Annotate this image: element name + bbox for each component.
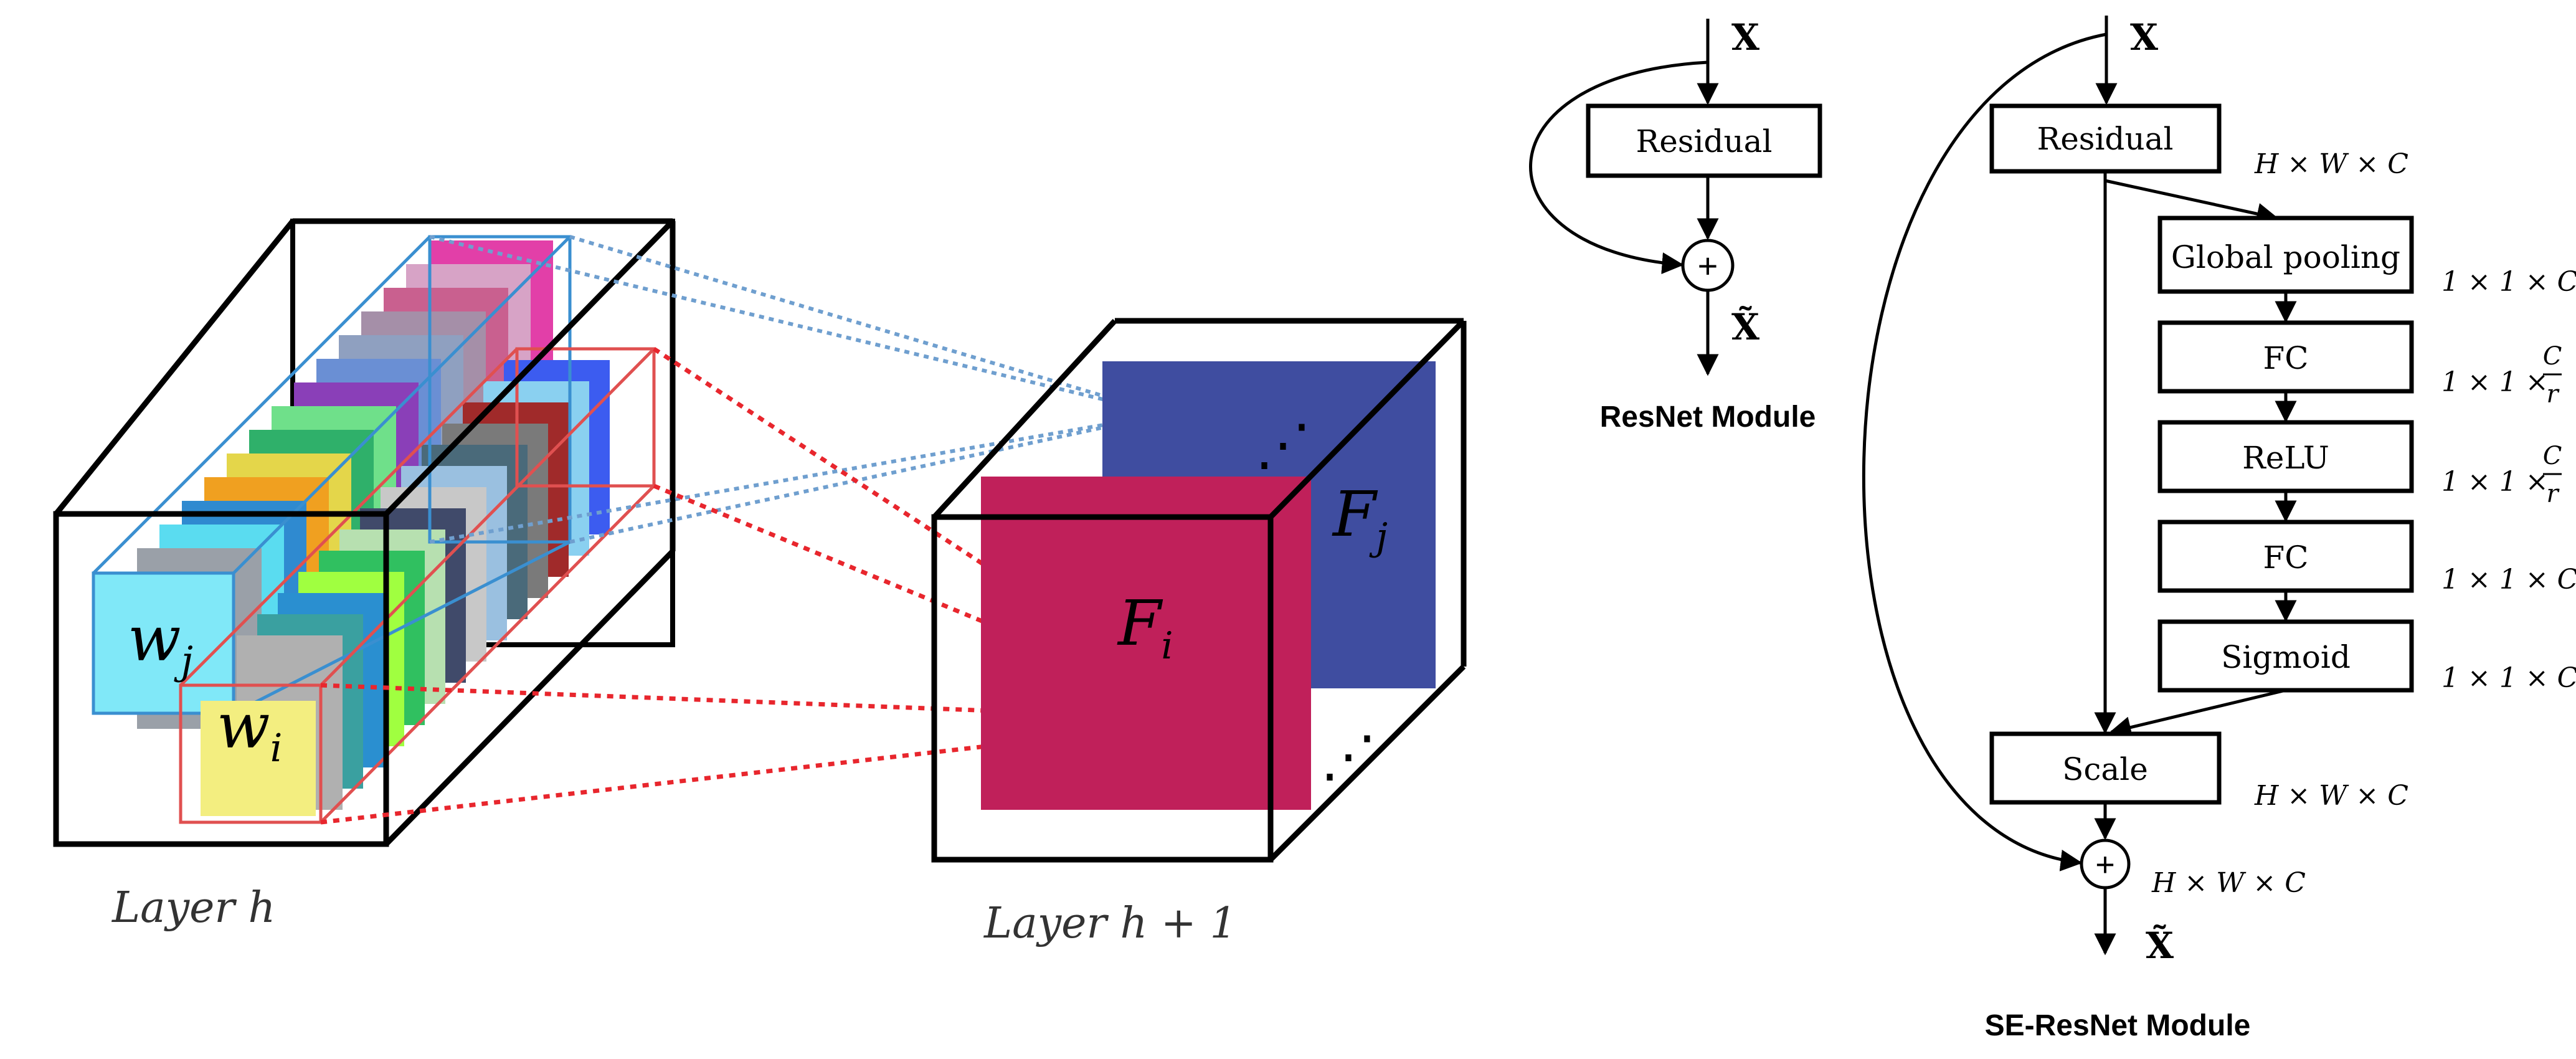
- layer-h-label: Layer h: [111, 883, 275, 933]
- filter-i-edge-1: [179, 348, 518, 686]
- resnet-residual-box: [1586, 103, 1822, 178]
- se-input-label: X: [2130, 16, 2158, 59]
- se-sigmoid-box: [2157, 619, 2414, 693]
- se-sigmoid-to-scale-arrow: [2109, 688, 2286, 738]
- feature-i-label: Fi: [1117, 587, 1173, 668]
- resnet-title: ResNet Module: [1600, 401, 1816, 434]
- layer-h1-edge-br: [1268, 664, 1466, 862]
- resnet-module: X Residual + X̃ ResNet Module: [1529, 16, 1822, 434]
- se-branch-arrow: [2105, 179, 2279, 225]
- resnet-input-label: X: [1731, 16, 1759, 59]
- resnet-sum-symbol: +: [1698, 246, 1718, 285]
- se-sum-dim: H × W × C: [2151, 867, 2306, 899]
- se-relu-dim: 1 × 1 ×: [2441, 466, 2549, 498]
- red-line-4: [320, 717, 1221, 825]
- se-fc1-box: [2157, 320, 2414, 394]
- resnet-output-label: X̃: [1731, 305, 1759, 348]
- se-residual-label: Residual: [2037, 121, 2174, 157]
- blue-line-4: [429, 235, 1165, 416]
- se-relu-dim-den: r: [2546, 480, 2560, 508]
- se-fc2-label: FC: [2263, 539, 2309, 576]
- se-relu-box: [2157, 420, 2414, 493]
- se-fc2-dim: 1 × 1 × C: [2441, 564, 2576, 596]
- layer-h1-label: Layer h + 1: [983, 899, 1237, 948]
- se-output-label: X̃: [2146, 924, 2174, 967]
- filter-j-edge-2: [232, 235, 571, 574]
- layer-h-edge-br: [384, 549, 675, 847]
- feature-i-map: [981, 477, 1311, 810]
- se-fc1-label: FC: [2263, 340, 2309, 376]
- se-relu-dim-num: C: [2543, 442, 2562, 470]
- resnet-residual-label: Residual: [1636, 123, 1773, 159]
- se-residual-dim: H × W × C: [2254, 148, 2408, 180]
- layer-h-edge-tl: [54, 219, 295, 516]
- se-global-pooling-box: [2157, 216, 2414, 294]
- se-skip-connection: [1862, 32, 2107, 871]
- layer-h1-cube: ⋰ ⋰ Fi Fj: [931, 318, 1467, 863]
- se-scale-dim: H × W × C: [2254, 780, 2408, 812]
- feature-j-label: Fj: [1332, 478, 1388, 559]
- filter-i-box: [179, 347, 656, 824]
- layer-h1-edge-tr: [1268, 318, 1466, 520]
- filter-i-label: wi: [217, 690, 282, 771]
- se-resnet-title: SE-ResNet Module: [1985, 1009, 2251, 1042]
- se-global-pooling-dim: 1 × 1 × C: [2441, 266, 2576, 298]
- ellipsis-j: ⋰: [1255, 412, 1311, 478]
- se-fc1-dim-num: C: [2543, 342, 2562, 371]
- se-relu-label: ReLU: [2242, 440, 2329, 476]
- blue-line-2: [569, 412, 1165, 544]
- se-sigmoid-label: Sigmoid: [2221, 639, 2351, 675]
- se-sum-symbol: +: [2095, 846, 2115, 883]
- se-fc1-dim-den: r: [2546, 380, 2560, 409]
- layer-h-cube: wj wi: [53, 218, 676, 847]
- se-resnet-module: X Residual H × W × C Global pooling 1 × …: [1862, 16, 2576, 1042]
- blue-line-1: [569, 235, 1165, 416]
- layer-h1-edge-tl: [932, 318, 1117, 520]
- se-fc1-dim: 1 × 1 ×: [2441, 366, 2549, 398]
- se-residual-box: [1989, 103, 2222, 174]
- se-global-pooling-label: Global pooling: [2171, 239, 2400, 275]
- resnet-skip-connection: [1529, 60, 1708, 275]
- se-sigmoid-dim: 1 × 1 × C: [2441, 662, 2576, 694]
- filter-j-edge-1: [92, 235, 431, 574]
- filter-i-face: [201, 701, 316, 816]
- layer-h-edge-tr: [384, 219, 675, 516]
- filter-i-edge-3: [320, 485, 655, 824]
- se-scale-label: Scale: [2062, 751, 2148, 787]
- filter-i-edge-2: [320, 348, 655, 686]
- blue-line-3: [429, 412, 1165, 544]
